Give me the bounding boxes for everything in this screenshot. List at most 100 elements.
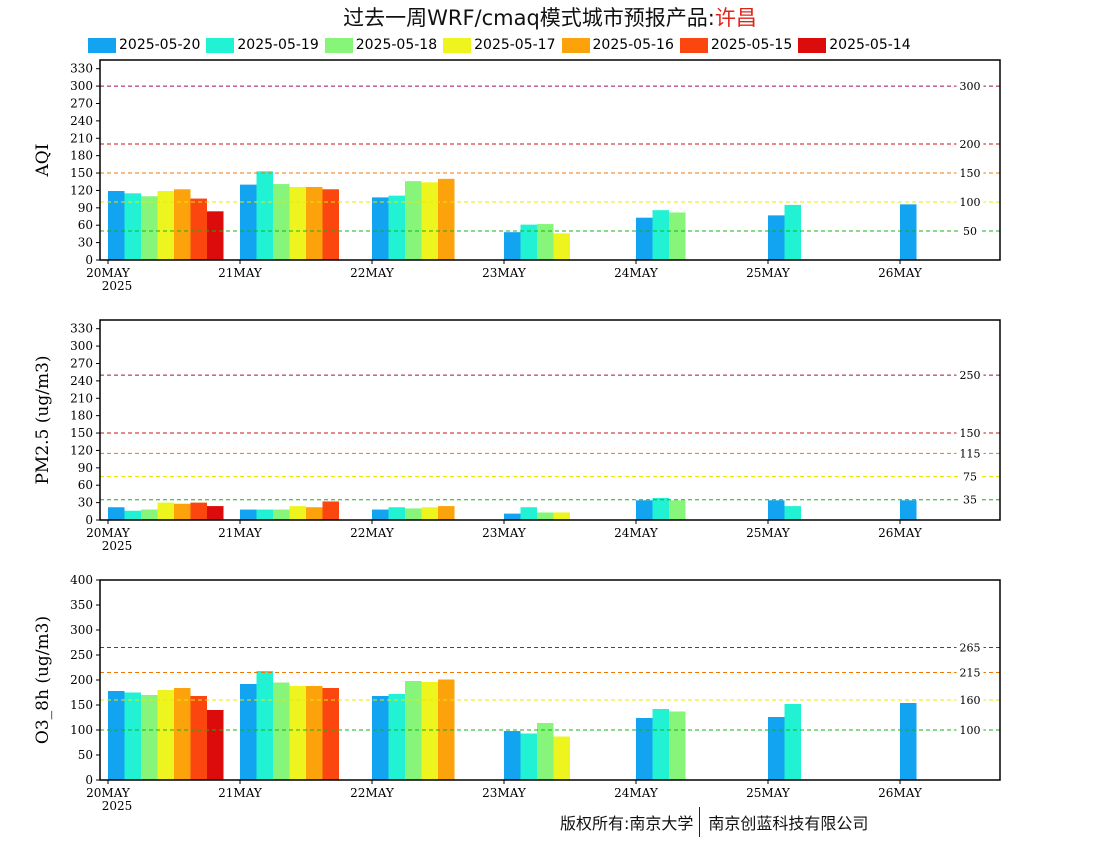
bar — [207, 710, 224, 780]
y-tick-label: 90 — [78, 201, 93, 215]
bar — [124, 510, 141, 520]
threshold-label-bg — [956, 447, 984, 460]
x-tick-label: 23MAY — [482, 786, 527, 800]
y-tick-label: 100 — [70, 723, 93, 737]
y-tick-label: 240 — [70, 374, 93, 388]
bar — [652, 709, 669, 780]
bar — [141, 695, 158, 780]
x-tick-label: 25MAY — [746, 266, 791, 280]
y-tick-label: 350 — [70, 598, 93, 612]
legend-swatch — [679, 37, 708, 53]
legend-item: 2025-05-14 — [798, 37, 911, 53]
bar — [900, 204, 917, 260]
y-tick-label: 330 — [70, 62, 93, 76]
footer-divider — [699, 807, 701, 837]
bar — [124, 193, 141, 260]
bar — [900, 500, 917, 520]
bar — [504, 513, 521, 520]
y-tick-label: 0 — [85, 773, 93, 787]
legend-swatch — [88, 37, 116, 53]
y-tick-label: 150 — [70, 166, 93, 180]
x-tick-label: 20MAY — [86, 266, 131, 280]
threshold-label-bg — [960, 225, 980, 238]
threshold-label: 100 — [960, 196, 981, 209]
threshold-label-bg — [956, 724, 984, 736]
bar — [388, 694, 405, 780]
y-tick-label: 0 — [85, 513, 93, 527]
bar — [504, 731, 521, 780]
bar — [652, 497, 669, 520]
bar — [537, 512, 554, 520]
threshold-label: 115 — [960, 447, 981, 460]
x-tick-label: 23MAY — [482, 266, 527, 280]
legend: 2025-05-20 2025-05-19 2025-05-18 2025-05… — [88, 35, 917, 55]
legend-item: 2025-05-19 — [206, 37, 319, 53]
legend-item: 2025-05-18 — [324, 37, 438, 53]
bar — [405, 181, 422, 260]
x-tick-label: 21MAY — [218, 526, 263, 540]
bar — [306, 507, 323, 520]
y-tick-label: 300 — [70, 339, 93, 353]
legend-label: 2025-05-18 — [355, 37, 438, 53]
threshold-label: 300 — [960, 80, 981, 93]
bar — [174, 189, 191, 260]
bar — [207, 211, 224, 260]
bar — [553, 233, 570, 260]
legend-label: 2025-05-20 — [119, 37, 201, 53]
y-tick-label: 150 — [70, 698, 93, 712]
bar — [190, 198, 207, 260]
threshold-label: 50 — [963, 225, 977, 238]
y-tick-label: 300 — [70, 79, 93, 93]
plot-frame — [99, 59, 1001, 261]
y-tick-label: 120 — [70, 183, 93, 197]
y-tick-label: 240 — [70, 114, 93, 128]
x-tick-label: 24MAY — [614, 526, 659, 540]
y-tick-label: 180 — [70, 149, 93, 163]
threshold-label-bg — [956, 138, 984, 151]
bar — [421, 507, 438, 520]
bar — [372, 509, 389, 520]
x-tick-label: 26MAY — [878, 526, 923, 540]
bar — [273, 682, 290, 780]
legend-swatch — [798, 37, 827, 53]
threshold-label-bg — [960, 470, 980, 483]
y-tick-label: 270 — [70, 96, 93, 110]
bar — [504, 232, 521, 260]
bar — [289, 186, 306, 260]
bar — [157, 502, 174, 520]
bar — [388, 507, 405, 520]
legend-label: 2025-05-16 — [592, 37, 674, 53]
bar — [537, 723, 554, 780]
bar — [240, 684, 257, 780]
bar — [636, 718, 653, 780]
bar — [520, 224, 537, 260]
bar — [141, 509, 158, 520]
threshold-label: 150 — [960, 167, 981, 180]
bar — [784, 704, 801, 780]
x-tick-label: 26MAY — [878, 786, 923, 800]
x-year-label: 2025 — [102, 539, 133, 553]
bar — [157, 191, 174, 260]
y-tick-label: 210 — [70, 131, 93, 145]
threshold-label: 200 — [960, 138, 981, 151]
bar — [322, 189, 339, 260]
threshold-label: 160 — [960, 694, 981, 707]
x-tick-label: 20MAY — [86, 786, 131, 800]
bar — [108, 191, 125, 260]
bar — [306, 686, 323, 780]
y-axis-label: O3_8h (ug/m3) — [33, 616, 53, 744]
plot-frame — [99, 319, 1001, 521]
bar — [405, 681, 422, 780]
threshold-label-bg — [956, 641, 984, 654]
legend-item: 2025-05-20 — [88, 37, 200, 53]
x-tick-label: 21MAY — [218, 786, 263, 800]
bar — [768, 215, 785, 260]
bar — [372, 197, 389, 260]
y-tick-label: 60 — [78, 478, 93, 492]
bar — [372, 696, 389, 780]
bar — [388, 195, 405, 260]
threshold-label: 215 — [960, 667, 981, 680]
legend-swatch — [324, 37, 353, 53]
y-tick-label: 330 — [70, 322, 93, 336]
threshold-label-bg — [956, 694, 984, 706]
